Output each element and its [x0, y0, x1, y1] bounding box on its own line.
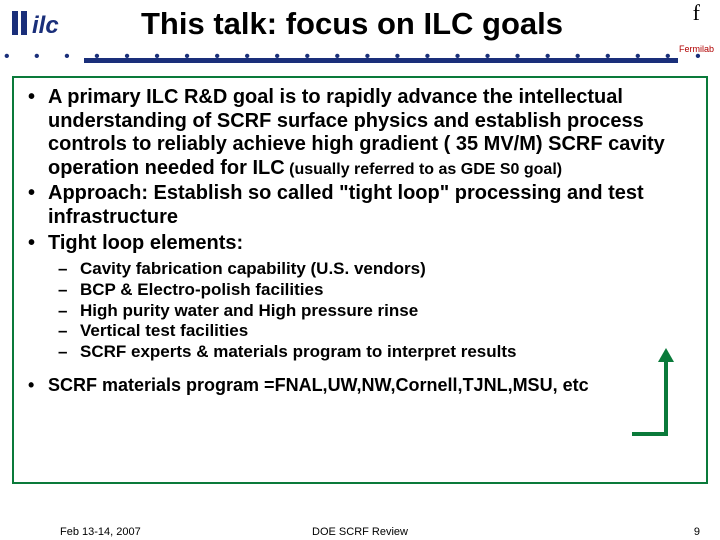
sub-bullet: BCP & Electro-polish facilities [80, 280, 694, 301]
slide-title: This talk: focus on ILC goals [10, 6, 710, 42]
bullet-3: Tight loop elements: [48, 232, 694, 256]
loop-arrow-icon [626, 348, 686, 448]
sub-bullet: Cavity fabrication capability (U.S. vend… [80, 259, 694, 280]
footer-pagenum: 9 [694, 526, 700, 538]
footer-center: DOE SCRF Review [0, 526, 720, 538]
bullet-1: A primary ILC R&D goal is to rapidly adv… [48, 86, 694, 180]
ilc-logo: ilc [12, 8, 68, 49]
corner-f: f [693, 0, 700, 26]
main-bullets: A primary ILC R&D goal is to rapidly adv… [26, 86, 694, 255]
sub-bullet: SCRF experts & materials program to inte… [80, 342, 694, 363]
sub-bullet: High purity water and High pressure rins… [80, 301, 694, 322]
last-bullet: SCRF materials program =FNAL,UW,NW,Corne… [48, 375, 694, 396]
content-box: A primary ILC R&D goal is to rapidly adv… [12, 76, 708, 484]
svg-text:ilc: ilc [32, 12, 59, 39]
sub-bullet: Vertical test facilities [80, 321, 694, 342]
bullet-2: Approach: Establish so called "tight loo… [48, 182, 694, 229]
sub-bullets: Cavity fabrication capability (U.S. vend… [26, 259, 694, 363]
title-rule [84, 58, 678, 63]
last-bullet-list: SCRF materials program =FNAL,UW,NW,Corne… [26, 375, 694, 396]
